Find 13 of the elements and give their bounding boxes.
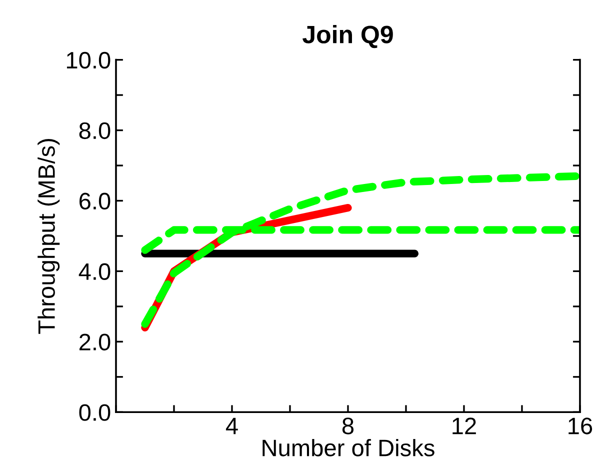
x-axis-title: Number of Disks (262, 438, 434, 456)
y-tick-label: 8.0 (79, 122, 110, 140)
y-tick-label: 0.0 (79, 404, 110, 421)
y-tick-label: 2.0 (80, 334, 110, 350)
y-tick-label: 10.0 (66, 52, 110, 69)
y-tick-label: 4.0 (78, 263, 110, 280)
x-tick-label: 12 (452, 418, 476, 434)
y-tick-label: 6.0 (80, 192, 110, 210)
y-axis-title: Throughput (MB/s) (38, 139, 60, 334)
chart-title: Join Q9 (302, 25, 393, 48)
x-tick-label: 4 (226, 418, 238, 434)
x-tick-label: 16 (568, 418, 592, 434)
x-tick-label: 8 (342, 418, 354, 434)
